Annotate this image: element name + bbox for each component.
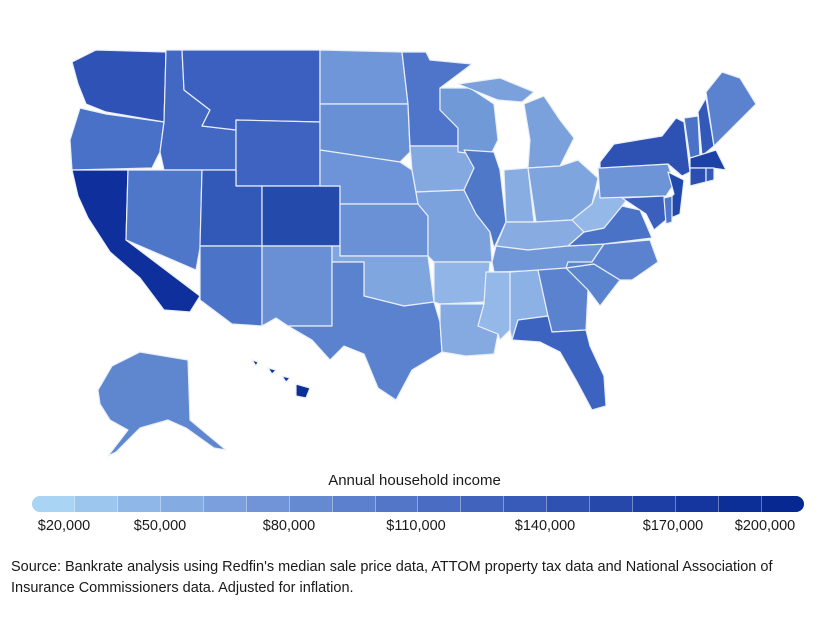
state-maryland	[621, 195, 667, 231]
state-delaware	[663, 195, 673, 225]
legend-swatch	[590, 496, 634, 512]
state-oregon	[69, 107, 165, 171]
legend-swatch	[246, 496, 290, 512]
state-wyoming	[235, 119, 321, 187]
legend-tick-label: $50,000	[133, 518, 187, 534]
legend-swatch	[633, 496, 677, 512]
legend-swatch	[203, 496, 247, 512]
legend-swatch	[676, 496, 719, 512]
state-rhode-island	[705, 167, 715, 183]
state-massachusetts	[689, 149, 727, 171]
state-hawaii	[251, 359, 311, 399]
source-note: Source: Bankrate analysis using Redfin's…	[11, 559, 773, 596]
state-north-dakota	[319, 49, 409, 105]
state-alaska	[97, 351, 227, 457]
legend-swatch	[74, 496, 118, 512]
legend-swatch	[32, 496, 75, 512]
state-arkansas	[433, 261, 491, 305]
legend-tick-label: $80,000	[262, 518, 316, 534]
legend-title: Annual household income	[328, 472, 501, 489]
legend-tick-label: $200,000	[734, 518, 796, 534]
state-colorado	[261, 185, 341, 247]
legend-swatch	[461, 496, 505, 512]
legend-swatch	[332, 496, 376, 512]
legend-swatch	[761, 496, 804, 512]
legend-tick-label: $110,000	[386, 518, 446, 534]
state-connecticut	[689, 167, 707, 187]
state-pennsylvania	[597, 163, 675, 199]
legend-swatch	[117, 496, 161, 512]
state-new-mexico	[261, 245, 333, 327]
state-michigan	[457, 77, 575, 169]
state-illinois	[463, 149, 507, 249]
state-kansas	[339, 203, 429, 257]
legend-color-bar	[32, 496, 804, 512]
state-texas	[287, 261, 443, 401]
state-nevada	[125, 169, 203, 271]
legend-swatch	[547, 496, 591, 512]
legend-tick-label: $140,000	[514, 518, 576, 534]
legend-swatch	[375, 496, 419, 512]
legend-swatch	[160, 496, 204, 512]
us-choropleth-map	[69, 49, 757, 457]
legend-swatch	[289, 496, 333, 512]
state-new-york	[599, 117, 691, 177]
legend-swatch	[418, 496, 462, 512]
state-arizona	[199, 245, 263, 327]
state-north-carolina	[565, 239, 659, 281]
state-maine	[705, 71, 757, 147]
state-florida	[511, 315, 607, 411]
legend-tick-label: $170,000	[642, 518, 704, 534]
legend-tick-label: $20,000	[37, 518, 91, 534]
state-washington	[71, 49, 167, 123]
legend-swatch	[504, 496, 548, 512]
legend-swatch	[719, 496, 762, 512]
state-south-dakota	[319, 103, 411, 163]
